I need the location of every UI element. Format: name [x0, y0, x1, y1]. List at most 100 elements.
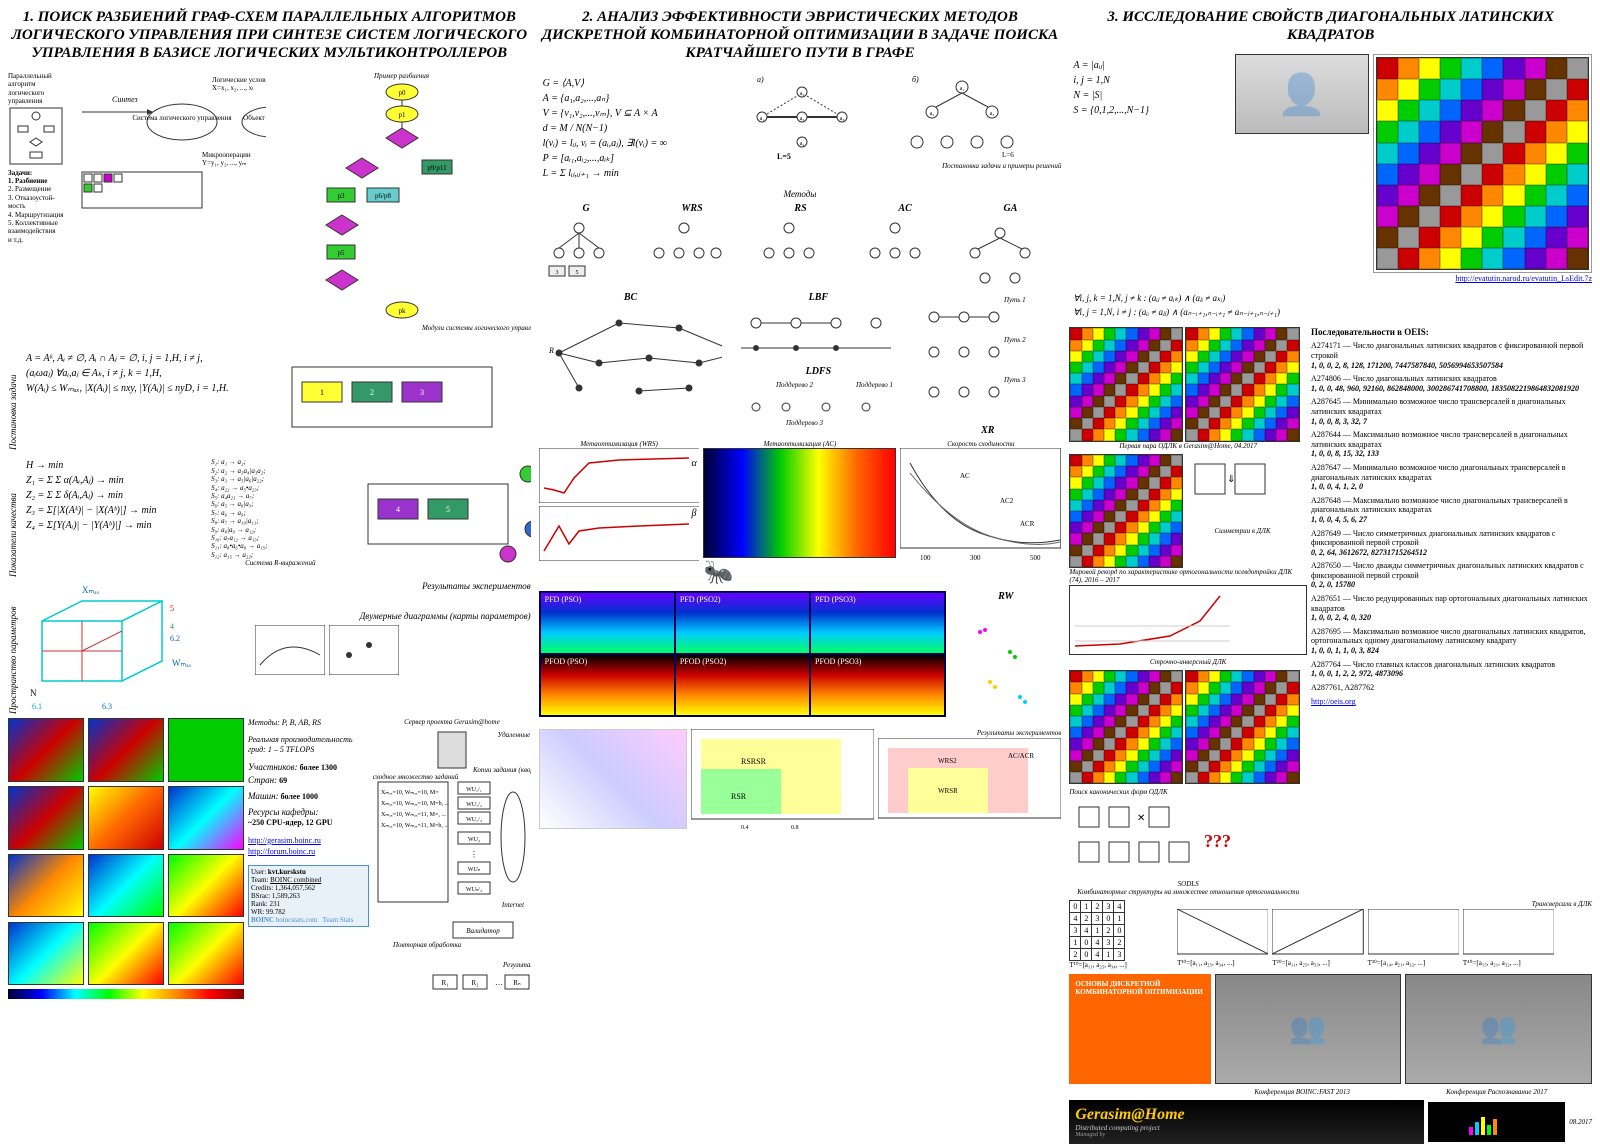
svg-text:6.1: 6.1	[32, 702, 42, 711]
svg-text:⇓: ⇓	[1227, 474, 1235, 485]
svg-text:WRS2: WRS2	[938, 757, 957, 765]
lsedit-link[interactable]: http://evatutin.narod.ru/evatutin_LsEdit…	[1455, 274, 1592, 283]
ant-icon: 🐜	[703, 558, 896, 587]
svg-text:p3: p3	[338, 192, 346, 200]
param-cube: Wₘₐₓ Xₘₐₓ N 5 4 6.2 6.1 6.3	[22, 581, 251, 711]
latin-square-3	[1069, 454, 1183, 568]
date-label: 08.2017	[1569, 1118, 1592, 1126]
svg-text:2: 2	[370, 388, 374, 397]
svg-text:⋮: ⋮	[470, 850, 478, 859]
svg-text:1: 1	[320, 388, 324, 397]
svg-text:R₁: R₁	[442, 979, 449, 987]
svg-text:5: 5	[575, 270, 578, 276]
oeis-entry: A287695 — Максимально возможное число ди…	[1311, 627, 1592, 656]
svg-text:100: 100	[920, 554, 931, 562]
svg-text:…: …	[495, 978, 503, 987]
svg-text:AC/ACR: AC/ACR	[1008, 752, 1034, 760]
parallel-alg-label: Параллельный алгоритм логического управл…	[8, 72, 68, 106]
record-caption: Мировой рекорд по характеристике ортогон…	[1069, 568, 1307, 585]
svg-text:R₂: R₂	[472, 979, 480, 987]
svg-text:a₃: a₃	[990, 111, 995, 117]
svg-text:a₁: a₁	[760, 116, 765, 122]
col2-title: 2. АНАЛИЗ ЭФФЕКТИВНОСТИ ЭВРИСТИЧЕСКИХ МЕ…	[539, 8, 1062, 62]
svg-text:WU₁/₂: WU₁/₂	[466, 802, 482, 808]
ldfs-diagram: Поддерево 2 Поддерево 1 Поддерево 3	[726, 377, 910, 427]
boinc-stats-badge: User: kvt.kurskstu Team: BOINC combined …	[248, 865, 369, 927]
latin-sq-formulas: A = |aᵢⱼ| i, j = 1,N N = |S| S = {0,1,2,…	[1069, 54, 1231, 284]
svg-text:Rₙ: Rₙ	[513, 979, 521, 987]
trans-sq-b	[1177, 909, 1268, 959]
column-2: 2. АНАЛИЗ ЭФФЕКТИВНОСТИ ЭВРИСТИЧЕСКИХ МЕ…	[539, 8, 1062, 1144]
svg-text:Поддерево 2: Поддерево 2	[775, 381, 814, 389]
column-1: 1. ПОИСК РАЗБИЕНИЙ ГРАФ-СХЕМ ПАРАЛЛЕЛЬНЫ…	[8, 8, 531, 1144]
svg-text:6.3: 6.3	[102, 702, 112, 711]
conf-photo-2: 👥	[1405, 974, 1592, 1084]
book-cover-2: ОСНОВЫ ДИСКРЕТНОЙ КОМБИНАТОРНОЙ ОПТИМИЗА…	[1069, 974, 1210, 1084]
server-label: Сервер проекта Gerasim@home	[373, 718, 531, 726]
method-tree-rs	[749, 218, 850, 288]
svg-text:Валидатор: Валидатор	[466, 927, 500, 935]
svg-text:RSRSR: RSRSR	[741, 757, 767, 766]
pfd-grid: PFD (PSO) PFD (PSO2) PFD (PSO3) PFOD (PS…	[539, 591, 947, 717]
gerasim-link[interactable]: http://gerasim.boinc.ru	[248, 836, 321, 845]
oeis-entry: A274171 — Число диагональных латинских к…	[1311, 341, 1592, 370]
oeis-entry: A287650 — Число дважды симметричных диаг…	[1311, 561, 1592, 590]
r-system: S₁: a₁ → a₂; S₂: a₂ → a₃a₄|a₃a₂; S₃: a₃ …	[207, 454, 353, 577]
synthesis-diagram: Синтез Система логического управления Ло…	[72, 72, 266, 212]
svg-text:500: 500	[1030, 554, 1041, 562]
module-diagram-2: 4 5	[358, 454, 531, 574]
svg-text:Объект управления: Объект управления	[243, 114, 266, 122]
svg-text:Internet: Internet	[501, 901, 525, 909]
svg-text:WU₁/₃: WU₁/₃	[466, 817, 482, 823]
svg-text:Система логического управления: Система логического управления	[132, 114, 232, 122]
svg-text:AC: AC	[960, 472, 970, 480]
convergence-chart: AC AC2 ACR 100300500	[900, 448, 1061, 568]
task-3: 3. Отказоустой-мость	[8, 194, 68, 211]
oeis-entry: A287649 — Число симметричных диагональны…	[1311, 529, 1592, 558]
mini-chart-1	[255, 625, 325, 675]
results-chart-2: WRS2 WRSR AC/ACR	[878, 738, 1061, 826]
svg-text:p5: p5	[338, 249, 346, 257]
quality-formulas: H → min Z₁ = Σ Σ α(Aᵢ,Aⱼ) → min Z₂ = Σ Σ…	[22, 454, 203, 577]
lsedit-screenshot	[1376, 57, 1589, 270]
svg-text:a₁: a₁	[960, 86, 965, 92]
latin-square-5	[1185, 670, 1299, 784]
task-etc: и т.д.	[8, 236, 68, 244]
graph-example-b: б) a₁ a₂ a₃ L=6	[902, 72, 1053, 162]
svg-text:Исходное множество заданий: Исходное множество заданий	[373, 773, 459, 781]
svg-text:Xₘₐₓ=10, Wₘₐₓ=10, M=: Xₘₐₓ=10, Wₘₐₓ=10, M=	[381, 790, 439, 796]
svg-text:б): б)	[912, 75, 919, 84]
module-diagram: 1 2 3	[282, 347, 530, 447]
method-tree-g: 3 5	[539, 218, 640, 288]
methods-label: Методы: P, B, AB, RS	[248, 718, 369, 728]
trans-sq-e	[1463, 909, 1554, 959]
results-chart-1: RSRSR RSR 0.40.8	[691, 729, 874, 829]
oeis-entry: A287648 — Максимально возможное число ди…	[1311, 496, 1592, 525]
latin-square-2	[1185, 327, 1299, 441]
oeis-link[interactable]: http://oeis.org	[1311, 697, 1356, 706]
boinc-logo	[1428, 1102, 1565, 1142]
task-1: 1. Разбиение	[8, 177, 68, 185]
svg-text:L=5: L=5	[777, 152, 791, 161]
gsa-icon	[8, 106, 64, 166]
oeis-entry: A287764 — Число главных классов диагонал…	[1311, 660, 1592, 679]
oeis-list: Последовательности в OEIS: A274171 — Чис…	[1311, 327, 1592, 896]
conf-photo-1: 👥	[1215, 974, 1402, 1084]
svg-text:WUₙ: WUₙ	[468, 867, 481, 873]
rw-scatter	[950, 602, 1061, 722]
svg-text:4: 4	[170, 622, 174, 631]
task-2: 2. Размещение	[8, 185, 68, 193]
svg-text:6.2: 6.2	[170, 634, 180, 643]
spectrogram	[703, 448, 896, 558]
svg-text:a₂: a₂	[800, 91, 805, 97]
svg-text:WU₂: WU₂	[468, 837, 480, 843]
results-label-2: Результаты экспериментов	[878, 729, 1061, 737]
svg-text:RSR: RSR	[731, 792, 747, 801]
svg-text:Xₘₐₓ: Xₘₐₓ	[82, 585, 100, 595]
latin-square-1	[1069, 327, 1183, 441]
forum-link[interactable]: http://forum.boinc.ru	[248, 847, 315, 856]
vlabel-params: Пространство параметров	[8, 581, 18, 714]
vlabel-quality: Показатели качества	[8, 454, 18, 577]
svg-text:Результаты расчета: Результаты расчета	[502, 961, 531, 969]
svg-text:R: R	[548, 346, 554, 355]
